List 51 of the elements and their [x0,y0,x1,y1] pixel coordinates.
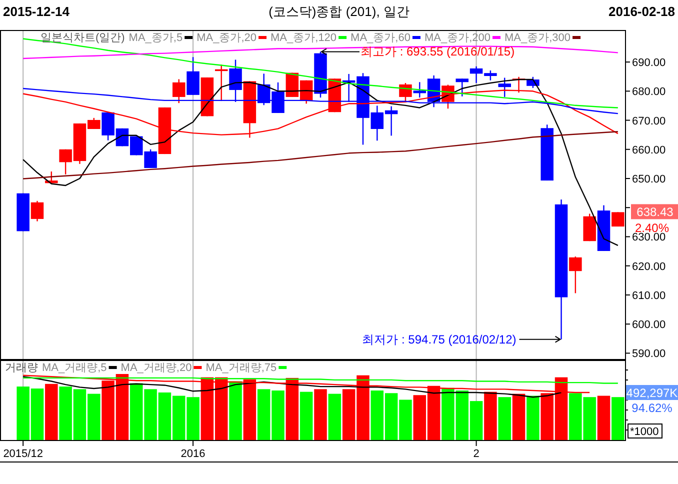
candlestick [456,78,468,97]
text: 2016-02-18 [608,4,675,19]
y-tick-label: 590.00 [632,348,666,360]
y-tick-label: 650.00 [632,173,666,186]
bar [498,397,511,440]
x-tick-label: 2 [473,448,480,460]
legend-title: 일본식차트(일간) [40,32,125,44]
line-series [22,46,619,60]
bar [597,396,610,440]
annotation: 최고가 : 693.55 (2016/01/15) [360,44,515,59]
y-tick-label: 660.00 [632,144,666,156]
legend-label: MA_종가,20 [196,32,257,44]
text: 638.43 [636,205,674,220]
annotation: 최저가 : 594.75 (2016/02/12) [362,332,516,346]
line-series [22,131,619,180]
candlestick [172,78,186,104]
legend-label: MA_거래량,20 [120,362,192,374]
bar [328,394,342,440]
legend-label: MA_종가,5 [128,32,183,44]
candlestick [569,256,582,294]
y-tick-label: 610.00 [632,290,666,302]
text: 94.62% [632,401,673,415]
legend-title: 거래량 [5,362,38,374]
legend-label: MA_거래량,5 [42,362,107,374]
candlestick [498,77,511,98]
candlestick [612,212,624,228]
legend-label: MA_거래량,75 [206,362,277,374]
bar [300,392,313,440]
bar [612,397,624,440]
text: *1000 [630,426,659,438]
y-tick-label: 680.00 [632,86,666,98]
y-tick-label: 600.00 [632,319,666,332]
y-tick-label: 670.00 [632,115,666,128]
candlestick [30,200,44,222]
bar [484,392,497,440]
text: 492,297K [626,386,678,400]
legend-label: MA_종가,300 [504,32,571,44]
legend-label: MA_종가,60 [350,32,410,44]
bar [314,389,327,440]
y-tick-label: 690.00 [632,57,666,70]
bar [512,394,526,440]
bar [45,384,58,440]
chart-title: (코스닥)종합 (201), 일간 [268,4,410,19]
candlestick [186,56,200,96]
text: 2015-12-14 [3,4,70,19]
x-tick-label: 2015/12 [3,448,43,460]
legend-label: MA_종가,120 [270,32,337,44]
bar [229,381,242,440]
x-tick-label: 2016 [180,448,206,460]
y-tick-label: 620.00 [632,260,666,273]
bar [526,396,540,440]
